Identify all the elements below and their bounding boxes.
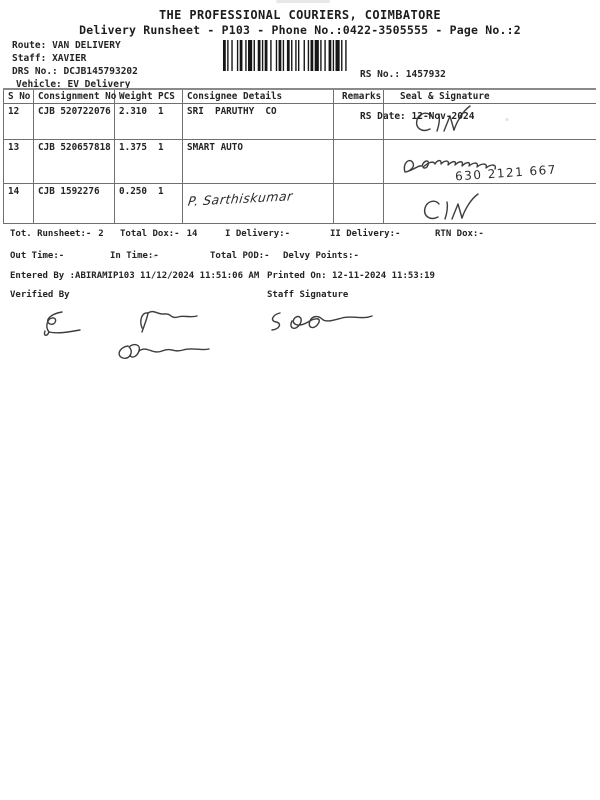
rs-no-line: RS No.: 1457932 — [360, 68, 474, 82]
cell-consignee: SRI PARUTHY CO — [182, 103, 334, 140]
cell-pcs: 1 — [158, 106, 164, 117]
table-row: 13 CJB 520657818 1.375 1 SMART AUTO — [3, 139, 596, 184]
route-value: VAN DELIVERY — [52, 40, 121, 51]
col-consignment-no: Consignment No — [33, 89, 116, 104]
cell-consignment-no: CJB 1592276 — [33, 183, 115, 224]
tot-runsheet-label: Tot. Runsheet:- — [10, 229, 92, 239]
verified-by-signature-3 — [118, 343, 210, 359]
i-delivery-label: I Delivery:- — [225, 229, 291, 239]
cell-consignee: SMART AUTO — [182, 139, 334, 184]
table-header-row: S No Consignment No Weight PCS Consignee … — [3, 89, 596, 104]
cell-pcs: 1 — [158, 142, 164, 153]
drs-no-value: DCJB145793202 — [63, 66, 138, 77]
vehicle-line: Vehicle: EV Delivery — [16, 79, 130, 90]
cell-weight: 1.375 — [119, 142, 147, 153]
drs-no-label: DRS No.: — [12, 66, 58, 77]
staff-line: Staff: XAVIER — [12, 53, 86, 64]
rs-no-value: 1457932 — [405, 69, 446, 80]
staff-signature-label: Staff Signature — [267, 290, 349, 300]
staff-value: XAVIER — [52, 53, 87, 64]
table-row: 14 CJB 1592276 0.250 1 — [3, 183, 596, 224]
vehicle-label: Vehicle: — [16, 79, 62, 90]
route-line: Route: VAN DELIVERY — [12, 40, 121, 51]
company-title: THE PROFESSIONAL COURIERS, COIMBATORE — [158, 8, 442, 22]
rtn-dox-label: RTN Dox:- — [435, 229, 484, 239]
cell-remarks — [333, 139, 384, 184]
total-dox-value: 14 — [186, 229, 198, 239]
staff-label: Staff: — [12, 53, 47, 64]
staff-signature — [271, 312, 373, 331]
cell-weight-pcs: 0.250 1 — [114, 183, 183, 224]
verified-by-signature-1 — [43, 311, 81, 336]
table-row: 12 CJB 520722076 2.310 1 SRI PARUTHY CO — [3, 103, 596, 140]
runsheet-subtitle: Delivery Runsheet - P103 - Phone No.:042… — [79, 23, 521, 37]
col-consignee-details: Consignee Details — [182, 89, 334, 104]
col-weight-pcs: Weight PCS — [114, 89, 183, 104]
cell-seal-signature — [383, 103, 596, 140]
barcode-icon — [223, 40, 347, 71]
col-seal-signature: Seal & Signature — [383, 89, 596, 104]
ii-delivery-label: II Delivery:- — [330, 229, 401, 239]
entered-by: Entered By :ABIRAMIP103 11/12/2024 11:51… — [10, 271, 260, 281]
drs-no-line: DRS No.: DCJB145793202 — [12, 66, 138, 77]
route-label: Route: — [12, 40, 47, 51]
scan-smudge — [276, 0, 330, 3]
cell-weight-pcs: 1.375 1 — [114, 139, 183, 184]
cell-weight: 2.310 — [119, 106, 147, 117]
cell-remarks — [333, 103, 384, 140]
cell-s-no: 13 — [3, 139, 34, 184]
cell-pcs: 1 — [158, 186, 164, 197]
col-remarks: Remarks — [333, 89, 384, 104]
total-pod-label: Total POD:- — [210, 251, 270, 261]
in-time-label: In Time:- — [110, 251, 159, 261]
printed-on: Printed On: 12-11-2024 11:53:19 — [267, 271, 435, 281]
verified-by-signature-2 — [140, 310, 198, 333]
total-dox-label: Total Dox:- — [120, 229, 180, 239]
cell-seal-signature — [383, 183, 596, 224]
tot-runsheet: Tot. Runsheet:- 2 — [10, 229, 104, 239]
cell-consignment-no: CJB 520722076 — [33, 103, 115, 140]
cell-remarks — [333, 183, 384, 224]
cell-weight: 0.250 — [119, 186, 147, 197]
cell-seal-signature — [383, 139, 596, 184]
total-dox: Total Dox:- 14 — [120, 229, 197, 239]
verified-by-label: Verified By — [10, 290, 70, 300]
cell-consignment-no: CJB 520657818 — [33, 139, 115, 184]
col-weight: Weight — [119, 91, 153, 102]
consignment-table: S No Consignment No Weight PCS Consignee … — [3, 88, 596, 224]
cell-consignee — [182, 183, 334, 224]
tot-runsheet-value: 2 — [98, 229, 104, 239]
col-s-no: S No — [3, 89, 34, 104]
cell-s-no: 14 — [3, 183, 34, 224]
rs-no-label: RS No.: — [360, 69, 401, 80]
cell-weight-pcs: 2.310 1 — [114, 103, 183, 140]
cell-s-no: 12 — [3, 103, 34, 140]
delvy-points-label: Delvy Points:- — [283, 251, 359, 261]
scan-speck — [152, 255, 157, 258]
out-time-label: Out Time:- — [10, 251, 65, 261]
vehicle-value: EV Delivery — [67, 79, 131, 90]
col-pcs: PCS — [158, 91, 175, 102]
